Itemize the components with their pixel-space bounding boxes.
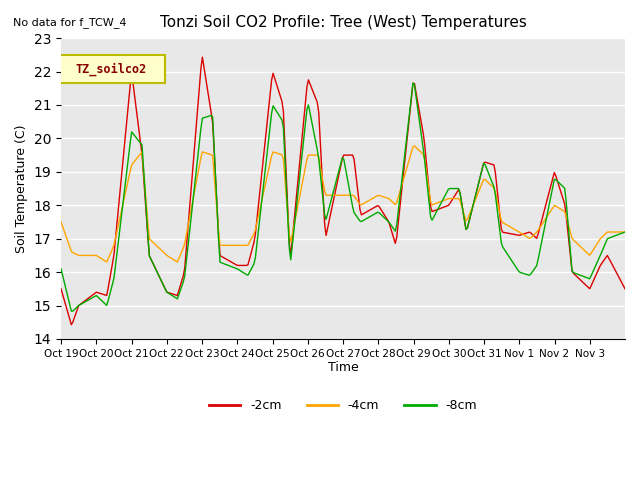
- -2cm: [95, 290, 103, 296]
- Text: No data for f_TCW_4: No data for f_TCW_4: [13, 17, 126, 28]
- Line: -8cm: -8cm: [61, 83, 625, 311]
- -2cm: [198, 54, 206, 60]
- -4cm: [621, 229, 629, 235]
- -8cm: [620, 229, 627, 235]
- -4cm: [462, 218, 470, 224]
- -4cm: [349, 192, 356, 198]
- -8cm: [78, 301, 86, 307]
- -8cm: [67, 308, 75, 314]
- -8cm: [621, 229, 629, 235]
- -4cm: [620, 229, 627, 235]
- -4cm: [546, 209, 554, 215]
- -2cm: [621, 286, 629, 292]
- -4cm: [76, 252, 84, 258]
- -8cm: [546, 198, 554, 204]
- Legend: -2cm, -4cm, -8cm: -2cm, -4cm, -8cm: [204, 394, 482, 417]
- -8cm: [409, 80, 417, 86]
- -2cm: [67, 322, 75, 327]
- -4cm: [411, 143, 419, 149]
- -4cm: [57, 219, 65, 225]
- Title: Tonzi Soil CO2 Profile: Tree (West) Temperatures: Tonzi Soil CO2 Profile: Tree (West) Temp…: [159, 15, 527, 30]
- X-axis label: Time: Time: [328, 361, 358, 374]
- -2cm: [462, 227, 470, 232]
- -4cm: [94, 253, 102, 259]
- Line: -4cm: -4cm: [61, 146, 625, 262]
- Text: TZ_soilco2: TZ_soilco2: [75, 62, 147, 75]
- -8cm: [95, 296, 103, 301]
- Line: -2cm: -2cm: [61, 57, 625, 324]
- -2cm: [350, 156, 358, 162]
- -2cm: [57, 286, 65, 292]
- -8cm: [462, 227, 470, 232]
- FancyBboxPatch shape: [58, 55, 165, 83]
- -2cm: [546, 186, 554, 192]
- -8cm: [349, 204, 356, 209]
- -4cm: [173, 259, 181, 265]
- -8cm: [57, 266, 65, 272]
- Y-axis label: Soil Temperature (C): Soil Temperature (C): [15, 124, 28, 253]
- -2cm: [78, 300, 86, 306]
- -2cm: [620, 283, 627, 289]
